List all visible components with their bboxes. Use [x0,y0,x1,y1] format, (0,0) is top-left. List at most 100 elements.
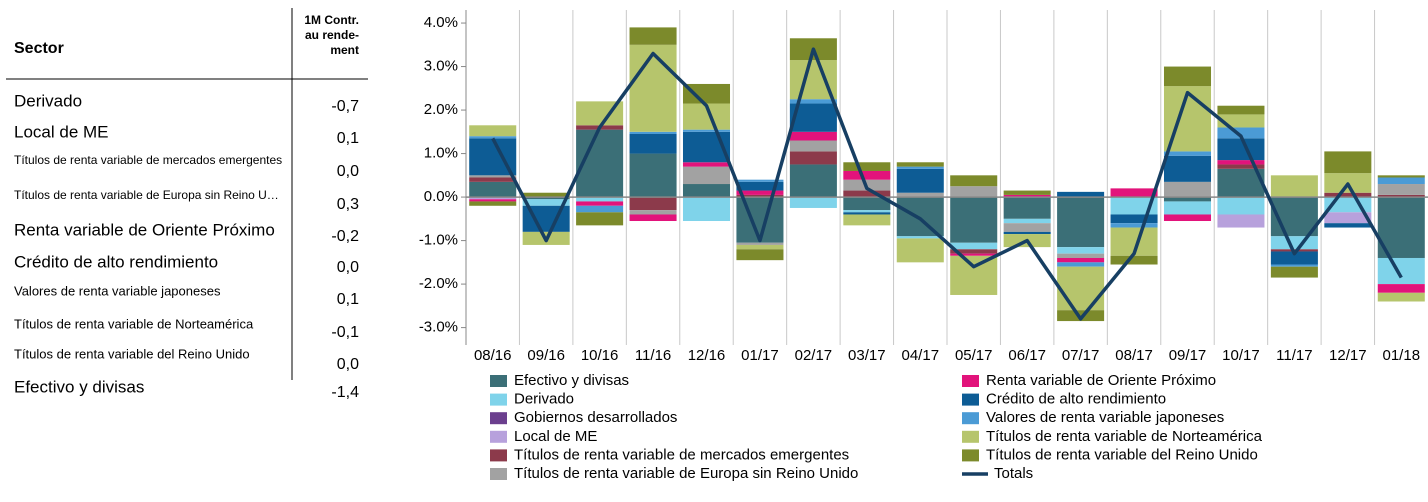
bar-segment [1270,175,1318,198]
bar-segment [629,153,677,198]
bar-segment [789,99,837,104]
bar-segment [843,190,891,198]
sector-value: 0,1 [337,291,359,308]
x-tick-label: 06/17 [1008,347,1046,364]
sector-value: 0,0 [337,356,359,373]
bar-segment [1270,251,1318,265]
bar-segment [469,175,517,178]
legend-label: Local de ME [514,428,597,445]
bar-segment [576,205,624,213]
bar-segment [789,140,837,152]
bar-segment [629,210,677,215]
bar-segment [1217,138,1265,161]
sector-name: Crédito de alto rendimiento [14,252,218,271]
bar-segment [469,136,517,139]
bar-segment [950,197,998,243]
totals-line [491,47,1403,321]
bar-segment [1377,257,1425,285]
bar-segment [469,201,517,206]
bar-segment [950,175,998,187]
bar-segment [576,201,624,206]
bar-segment [682,83,731,104]
bar-segment [1324,192,1372,198]
bar-segment [1163,181,1212,198]
sector-name: Local de ME [14,122,109,141]
bar-segment [843,170,891,180]
y-tick-label: -3.0% [419,319,458,336]
bar-segment [1324,212,1372,224]
sector-value: -0,2 [331,228,359,245]
bar-segment [469,181,517,198]
sector-value: -1,4 [331,384,359,401]
bar-segment [682,184,731,198]
sector-value: -0,7 [331,98,359,115]
legend-swatch [490,449,507,462]
bar-segment [950,249,998,254]
bar-segment [682,197,731,222]
legend-label: Títulos de renta variable de Norteaméric… [986,428,1263,445]
bar-segment [576,197,624,202]
bar-segment [1110,223,1158,228]
y-tick-label: 0.0% [424,188,458,205]
legend-label: Gobiernos desarrollados [514,409,677,426]
bar-segment [1057,266,1105,311]
bar-segment [843,214,891,226]
bar-segment [789,164,837,198]
bar-segment [1110,188,1158,198]
legend-label: Totals [994,465,1033,482]
y-tick-label: 1.0% [424,145,458,162]
sector-name: Valores de renta variable japoneses [14,283,221,298]
legend-swatch [962,430,979,443]
bar-segment [1163,151,1212,156]
bar-segment [789,197,837,208]
bar-segment [789,151,837,165]
bar-segment [843,197,891,211]
sector-name: Títulos de renta variable de mercados em… [14,153,282,167]
bar-segment [1163,155,1212,182]
bar-segment [736,244,784,250]
sector-name: Títulos de renta variable del Reino Unid… [14,346,250,361]
bar-segment [896,192,944,198]
bar-segment [736,249,784,261]
bar-segment [469,125,517,137]
bar-segment [1110,214,1158,224]
sector-value: -0,1 [331,324,359,341]
table-header: Sector [14,40,64,57]
bar-segment [1270,264,1318,267]
bar-segment [629,27,677,45]
x-tick-label: 01/17 [741,347,779,364]
x-tick-label: 09/17 [1169,347,1207,364]
bar-segment [1003,194,1051,198]
bar-segment [522,197,570,200]
x-tick-label: 12/17 [1329,347,1367,364]
bar-segment [682,162,731,167]
legend-swatch [490,430,507,443]
x-tick-label: 10/17 [1222,347,1260,364]
bar-segment [576,101,624,126]
x-tick-label: 08/16 [474,347,512,364]
legend-swatch [962,375,979,387]
sector-value: 0,1 [337,130,359,147]
bar-segment [1377,184,1425,195]
legend-label: Títulos de renta variable de Europa sin … [514,465,858,482]
bar-segment [950,186,998,198]
bar-segment [576,212,624,226]
legend-label: Valores de renta variable japoneses [986,409,1224,426]
bar-segment [789,131,837,141]
bar-segment [736,190,784,195]
x-tick-label: 01/18 [1383,347,1421,364]
y-tick-label: 2.0% [424,101,458,118]
bar-segment [1377,284,1425,293]
legend-label: Títulos de renta variable del Reino Unid… [986,446,1258,463]
bar-segment [1217,164,1265,169]
bar-segment [1163,214,1212,222]
legend-swatch [962,412,979,425]
legend-swatch [490,468,507,480]
bar-segment [1003,223,1051,232]
bar-segment [736,194,784,198]
bar-segment [1217,160,1265,165]
bar-segment [1270,236,1318,250]
bar-segment [896,236,944,239]
bar-segment [896,197,944,237]
y-tick-label: -1.0% [419,232,458,249]
